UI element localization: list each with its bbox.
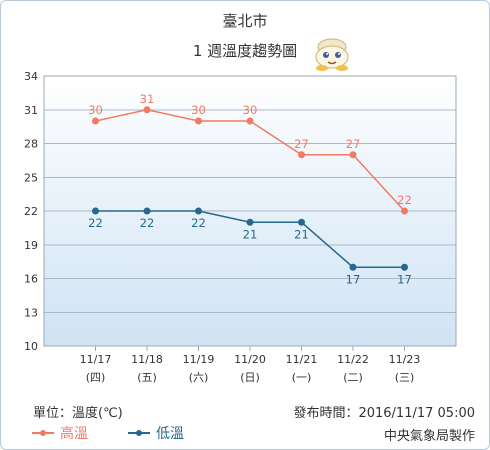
data-point-low: [246, 218, 254, 226]
y-tick-label: 19: [24, 239, 38, 252]
legend-high-label: 高溫: [60, 426, 88, 442]
data-label-low: 21: [294, 227, 309, 241]
x-tick-label: 11/18: [131, 353, 163, 366]
x-tick-sublabel: (三): [395, 371, 415, 384]
data-point-low: [195, 207, 202, 215]
data-point-high: [246, 117, 254, 125]
x-tick-sublabel: (二): [343, 371, 363, 384]
data-label-high: 30: [191, 103, 206, 117]
y-tick-label: 28: [24, 138, 38, 151]
x-tick-label: 11/21: [286, 353, 318, 366]
data-point-high: [92, 117, 99, 125]
data-point-low: [401, 263, 408, 271]
y-tick-label: 16: [24, 273, 38, 286]
data-point-high: [195, 117, 202, 125]
data-point-high: [349, 151, 357, 159]
data-label-low: 22: [140, 216, 155, 230]
y-tick-label: 10: [24, 340, 38, 353]
x-tick-label: 11/19: [183, 353, 215, 366]
legend-high-marker: [32, 430, 54, 436]
data-label-high: 30: [243, 103, 258, 117]
issued-time: 發布時間：2016/11/17 05:00: [293, 406, 475, 421]
data-label-high: 30: [88, 103, 103, 117]
data-point-high: [298, 151, 305, 159]
data-label-high: 31: [140, 92, 155, 106]
x-tick-label: 11/22: [337, 353, 369, 366]
data-label-low: 17: [346, 272, 361, 286]
legend-high-temp[interactable]: 高溫: [32, 423, 88, 443]
legend-low-marker: [128, 430, 150, 436]
x-tick-sublabel: (一): [292, 371, 312, 384]
x-tick-sublabel: (五): [137, 371, 157, 384]
agency-credit: 中央氣象局製作: [383, 429, 475, 444]
weather-mascot-icon: [315, 38, 349, 71]
chart-title: 臺北市: [222, 12, 268, 30]
y-tick-label: 34: [24, 70, 38, 83]
x-tick-label: 11/20: [234, 353, 266, 366]
unit-label: 單位：溫度(℃): [33, 406, 123, 421]
data-point-low: [298, 218, 305, 226]
data-point-low: [349, 263, 357, 271]
x-tick-sublabel: (六): [189, 371, 209, 384]
data-point-high: [401, 207, 408, 215]
y-tick-label: 22: [24, 205, 38, 218]
y-tick-label: 13: [24, 306, 38, 319]
x-tick-label: 11/23: [389, 353, 421, 366]
legend-low-label: 低溫: [156, 426, 184, 442]
data-point-low: [143, 207, 151, 215]
y-tick-label: 31: [24, 104, 38, 117]
data-label-low: 22: [88, 216, 103, 230]
x-tick-sublabel: (日): [240, 371, 260, 384]
data-label-high: 27: [346, 137, 361, 151]
legend-low-temp[interactable]: 低溫: [128, 423, 184, 443]
data-label-low: 22: [191, 216, 206, 230]
data-point-low: [92, 207, 99, 215]
data-label-high: 27: [294, 137, 309, 151]
y-tick-label: 25: [24, 171, 38, 184]
x-tick-sublabel: (四): [86, 371, 106, 384]
data-label-low: 17: [397, 272, 412, 286]
chart-subtitle: 1 週溫度趨勢圖: [192, 42, 298, 60]
data-label-high: 22: [397, 193, 412, 207]
data-label-low: 21: [243, 227, 258, 241]
data-point-high: [143, 106, 151, 114]
x-tick-label: 11/17: [80, 353, 112, 366]
